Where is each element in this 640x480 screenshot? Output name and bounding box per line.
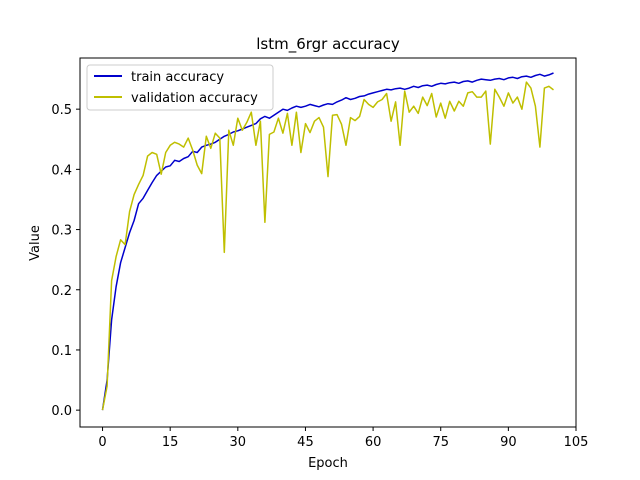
x-tick-label: 15 — [162, 435, 179, 450]
legend-label-validation: validation accuracy — [131, 91, 258, 106]
x-tick-label: 90 — [500, 435, 517, 450]
y-tick-label: 0.3 — [51, 224, 72, 239]
legend: train accuracy validation accuracy — [86, 64, 274, 111]
chart-title: lstm_6rgr accuracy — [256, 35, 400, 54]
series-line-validation — [101, 81, 554, 411]
x-tick-label: 45 — [297, 435, 314, 450]
plot-frame — [79, 57, 577, 428]
y-tick-label: 0.0 — [51, 404, 72, 419]
x-tick-label: 75 — [432, 435, 449, 450]
series-line-train — [101, 72, 554, 411]
y-tick-label: 0.2 — [51, 284, 72, 299]
y-axis-label: Value — [28, 225, 43, 261]
y-tick-label: 0.4 — [51, 163, 72, 178]
x-axis-ticks: 0 15 30 45 60 75 90 105 — [98, 427, 588, 450]
legend-box — [86, 64, 274, 111]
legend-label-train: train accuracy — [131, 70, 224, 85]
series-layer — [101, 72, 554, 411]
x-axis-label: Epoch — [308, 456, 348, 471]
x-tick-label: 105 — [564, 435, 589, 450]
x-tick-label: 30 — [230, 435, 247, 450]
y-tick-label: 0.5 — [51, 103, 72, 118]
x-tick-label: 0 — [98, 435, 106, 450]
y-tick-label: 0.1 — [51, 344, 72, 359]
x-tick-label: 60 — [365, 435, 382, 450]
y-axis-ticks: 0.0 0.1 0.2 0.3 0.4 0.5 — [51, 103, 80, 419]
